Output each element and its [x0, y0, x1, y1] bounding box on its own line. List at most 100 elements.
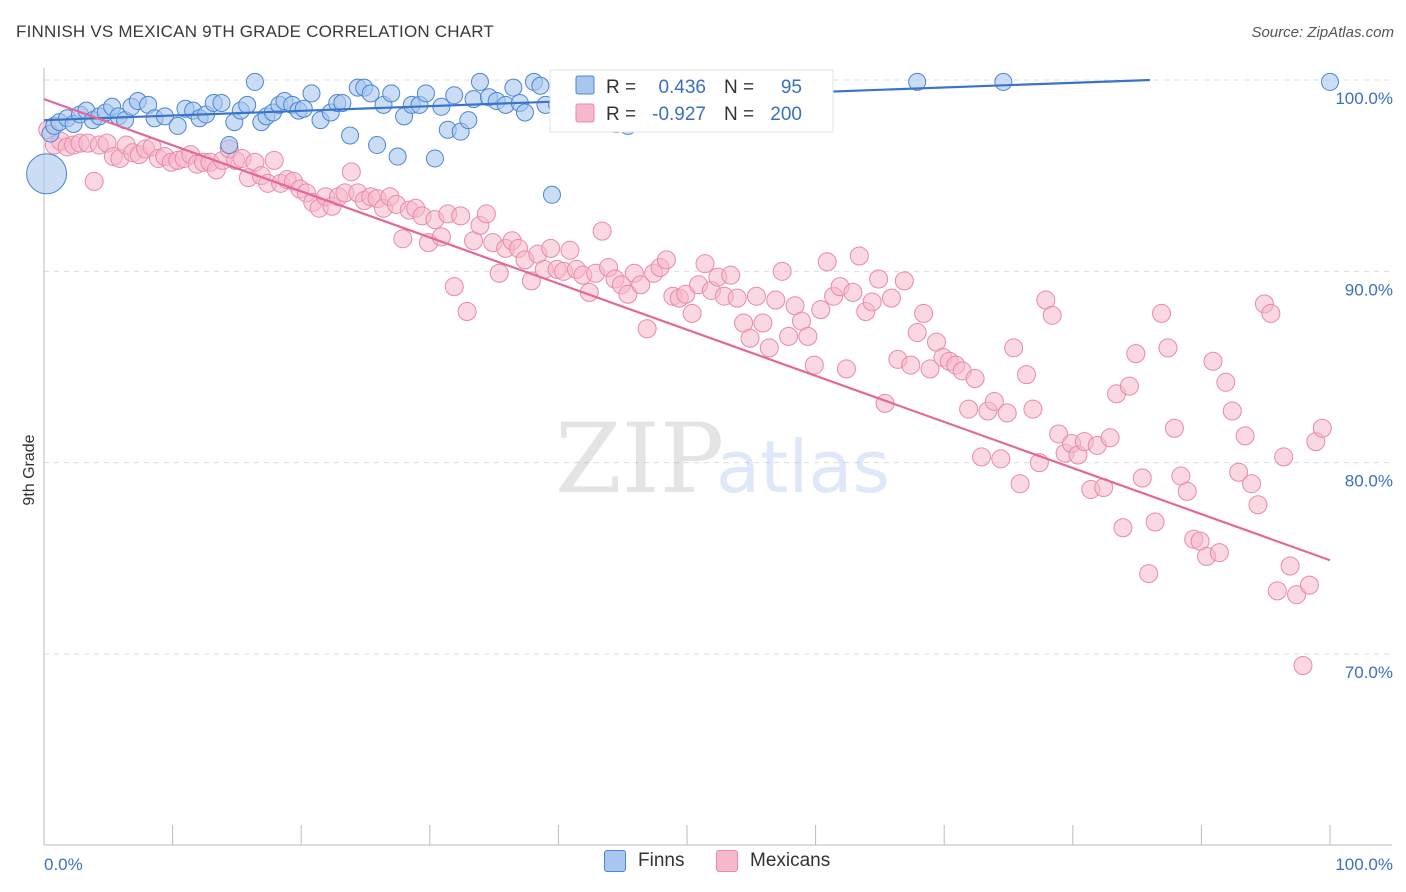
mexicans-point — [1287, 585, 1307, 605]
mexicans-point — [1139, 564, 1159, 584]
x-tick-label: 100.0% — [1335, 855, 1393, 874]
mexicans-point — [1216, 372, 1236, 392]
mexicans-point — [836, 359, 856, 379]
mexicans-point — [695, 254, 715, 274]
mexicans-point — [592, 221, 612, 241]
mexicans-point — [676, 284, 696, 304]
legend-finns-swatch — [575, 75, 595, 95]
axes — [43, 68, 1392, 846]
mexicans-point — [451, 206, 471, 226]
mexicans-point — [1010, 474, 1030, 494]
mexicans-point — [971, 447, 991, 467]
finns-swatch — [604, 850, 626, 872]
finns-point — [908, 72, 927, 91]
y-axis-title: 9th Grade — [21, 434, 38, 505]
mexicans-point — [997, 403, 1017, 423]
finns-point — [994, 72, 1013, 91]
mexicans-point — [965, 368, 985, 388]
mexicans-point — [862, 292, 882, 312]
mexicans-point — [804, 355, 824, 375]
mexicans-point — [1222, 401, 1242, 421]
mexicans-point — [1229, 462, 1249, 482]
mexicans-point — [1242, 474, 1262, 494]
mexicans-point — [618, 284, 638, 304]
mexicans-point — [393, 229, 413, 249]
mexicans-point — [1293, 655, 1313, 675]
finns-point — [459, 111, 478, 130]
mexicans-point — [849, 246, 869, 266]
mexicans-point — [740, 328, 760, 348]
mexicans-point — [1280, 556, 1300, 576]
y-tick-label: 100.0% — [1335, 89, 1393, 108]
finns-point — [382, 84, 401, 103]
mexicans-point — [1113, 518, 1133, 538]
y-tick-label: 70.0% — [1345, 663, 1393, 682]
finns-point — [294, 99, 313, 118]
legend-finns-r-label: R = — [606, 77, 636, 98]
mexicans-point — [1164, 418, 1184, 438]
legend-mexicans-swatch — [575, 103, 595, 123]
finns-point — [531, 76, 550, 95]
mexicans-point — [656, 250, 676, 270]
mexicans-point — [1158, 338, 1178, 358]
mexicans-point — [907, 323, 927, 343]
mexicans-point — [984, 391, 1004, 411]
mexicans-point — [631, 275, 651, 295]
legend-finns-r-value: 0.436 — [658, 77, 706, 98]
mexicans-point — [1209, 543, 1229, 563]
mexicans-point — [1023, 399, 1043, 419]
legend-mexicans-r-label: R = — [606, 104, 636, 125]
bottom-legend: Finns Mexicans — [0, 850, 1406, 880]
mexicans-point — [727, 288, 747, 308]
finns-point — [388, 147, 407, 166]
mexicans-point — [1042, 305, 1062, 325]
watermark-zip: ZIP — [555, 403, 724, 515]
mexicans-point — [746, 286, 766, 306]
mexicans-point — [457, 302, 477, 322]
mexicans-point — [1119, 376, 1139, 396]
legend-box — [549, 69, 834, 133]
mexicans-point — [759, 338, 779, 358]
finns-point — [542, 185, 561, 204]
mexicans-point — [637, 319, 657, 339]
mexicans-point — [1235, 426, 1255, 446]
legend-finns-n-label: N = — [724, 77, 754, 98]
finns-point — [515, 103, 534, 122]
finns-point — [220, 136, 239, 155]
finns-point — [302, 84, 321, 103]
finns-point — [168, 116, 187, 135]
mexicans-point — [1145, 512, 1165, 532]
mexicans-point — [489, 263, 509, 283]
legend-mexicans-r-value: -0.927 — [652, 104, 706, 125]
chart-title: FINNISH VS MEXICAN 9TH GRADE CORRELATION… — [16, 22, 495, 41]
finns-point — [341, 126, 360, 145]
legend-label-finns: Finns — [638, 850, 685, 871]
mexicans-point — [843, 282, 863, 302]
mexicans-point — [1004, 338, 1024, 358]
mexicans-point — [1299, 575, 1319, 595]
mexicans-point — [1203, 351, 1223, 371]
mexicans-point — [1049, 424, 1069, 444]
legend-finns-n-value: 95 — [781, 77, 802, 98]
finns-point — [470, 72, 489, 91]
mexicans-point — [766, 290, 786, 310]
x-tick-labels: 0.0% 100.0% — [44, 855, 1393, 874]
watermark: ZIP atlas — [555, 403, 890, 515]
y-tick-label: 80.0% — [1345, 472, 1393, 491]
mexicans-point — [1126, 344, 1146, 364]
legend-item-mexicans[interactable]: Mexicans — [716, 850, 830, 872]
mexicans-point — [772, 261, 792, 281]
mexicans-point — [1177, 481, 1197, 501]
mexicans-point — [920, 359, 940, 379]
mexicans-point — [84, 171, 104, 191]
legend-mexicans-n-value: 200 — [770, 104, 802, 125]
legend-item-finns[interactable]: Finns — [604, 850, 684, 872]
source-label: Source: ZipAtlas.com — [1251, 24, 1394, 41]
mexicans-point — [991, 449, 1011, 469]
finns-point — [416, 84, 435, 103]
mexicans-point — [264, 150, 284, 170]
y-tick-label: 90.0% — [1345, 280, 1393, 299]
mexicans-point — [444, 277, 464, 297]
mexicans-point — [1017, 365, 1037, 385]
